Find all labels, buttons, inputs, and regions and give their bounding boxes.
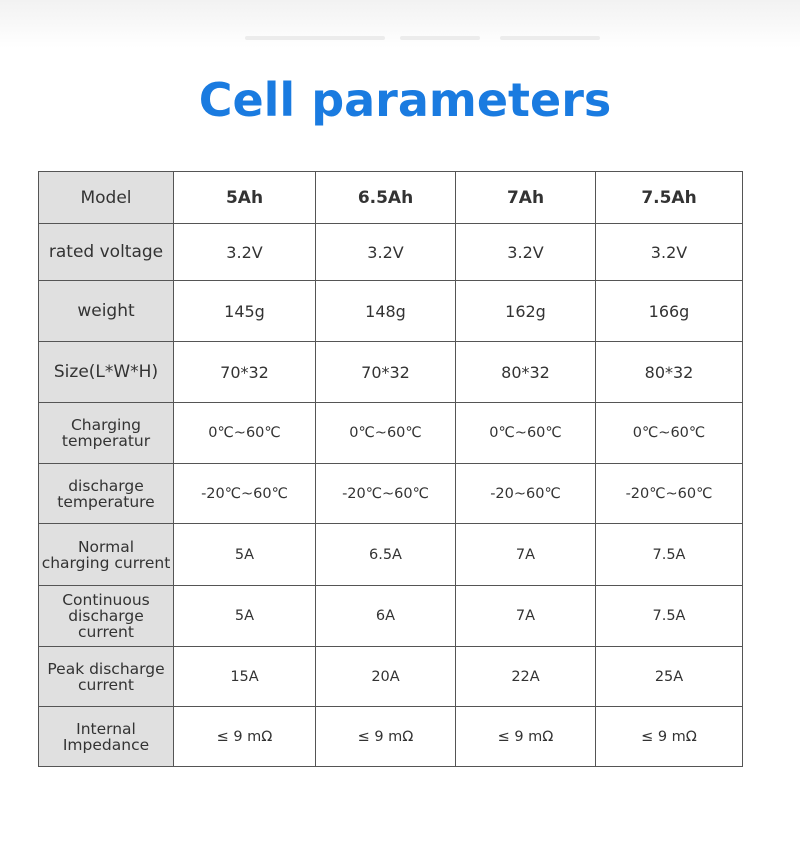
table-cell: 0℃~60℃: [455, 402, 596, 464]
table-row: Charging temperatur 0℃~60℃ 0℃~60℃ 0℃~60℃…: [38, 402, 743, 464]
table-cell: 7.5A: [595, 523, 743, 586]
table-cell: 145g: [173, 280, 316, 342]
table-row: weight 145g 148g 162g 166g: [38, 280, 743, 342]
table-cell: 7A: [455, 585, 596, 647]
top-decor-line: [400, 36, 480, 40]
table-cell: -20~60℃: [455, 463, 596, 524]
row-label-line: temperatur: [61, 432, 151, 450]
row-label-line: charging current: [41, 553, 171, 572]
table-cell: -20℃~60℃: [315, 463, 456, 524]
page-title: Cell parameters: [198, 73, 612, 127]
column-header: 5Ah: [173, 171, 316, 224]
row-label-line: Internal: [76, 719, 136, 738]
row-label: Model: [38, 171, 174, 224]
table-cell: ≤ 9 mΩ: [455, 706, 596, 767]
table-cell: 166g: [595, 280, 743, 342]
table-cell: 80*32: [595, 341, 743, 403]
table-cell: 3.2V: [173, 223, 316, 281]
table-row: Normal charging current 5A 6.5A 7A 7.5A: [38, 523, 743, 586]
row-label-line: Charging: [70, 416, 142, 434]
table-cell: 7A: [455, 523, 596, 586]
table-cell: 0℃~60℃: [315, 402, 456, 464]
table-cell: -20℃~60℃: [173, 463, 316, 524]
table-row: discharge temperature -20℃~60℃ -20℃~60℃ …: [38, 463, 743, 524]
row-label-line: discharge current: [68, 607, 144, 641]
row-label-line: Normal: [77, 537, 135, 556]
table-header-row: Model 5Ah 6.5Ah 7Ah 7.5Ah: [38, 171, 743, 224]
table-cell: 6A: [315, 585, 456, 647]
top-decor-line: [500, 36, 600, 40]
row-label-line: current: [78, 675, 134, 694]
cell-parameters-table: Model 5Ah 6.5Ah 7Ah 7.5Ah rated voltage …: [38, 171, 743, 767]
row-label-line: Impedance: [62, 735, 150, 754]
table-cell: ≤ 9 mΩ: [173, 706, 316, 767]
table-cell: 0℃~60℃: [173, 402, 316, 464]
row-label: Internal Impedance: [38, 706, 174, 767]
top-decor-line: [245, 36, 385, 40]
table-cell: 20A: [315, 646, 456, 707]
table-row: Size(L*W*H) 70*32 70*32 80*32 80*32: [38, 341, 743, 403]
table-cell: 70*32: [173, 341, 316, 403]
column-header: 7.5Ah: [595, 171, 743, 224]
table-cell: 7.5A: [595, 585, 743, 647]
table-row: Internal Impedance ≤ 9 mΩ ≤ 9 mΩ ≤ 9 mΩ …: [38, 706, 743, 767]
row-label-line: discharge: [68, 476, 144, 495]
table-cell: 6.5A: [315, 523, 456, 586]
table-row: rated voltage 3.2V 3.2V 3.2V 3.2V: [38, 223, 743, 281]
row-label: rated voltage: [38, 223, 174, 281]
table-cell: 80*32: [455, 341, 596, 403]
row-label-line: Continuous: [62, 591, 150, 609]
row-label: weight: [38, 280, 174, 342]
table-cell: 25A: [595, 646, 743, 707]
row-label-line: temperature: [57, 492, 155, 511]
column-header: 7Ah: [455, 171, 596, 224]
table-cell: ≤ 9 mΩ: [595, 706, 743, 767]
table-cell: 3.2V: [315, 223, 456, 281]
table-cell: 5A: [173, 585, 316, 647]
row-label: Normal charging current: [38, 523, 174, 586]
table-cell: 0℃~60℃: [595, 402, 743, 464]
table-cell: 3.2V: [595, 223, 743, 281]
table-cell: 148g: [315, 280, 456, 342]
table-cell: 70*32: [315, 341, 456, 403]
row-label: Charging temperatur: [38, 402, 174, 464]
top-shadow-band: [0, 0, 800, 48]
table-cell: 162g: [455, 280, 596, 342]
row-label: Peak discharge current: [38, 646, 174, 707]
table-cell: 3.2V: [455, 223, 596, 281]
row-label: Continuous discharge current: [38, 585, 174, 647]
column-header: 6.5Ah: [315, 171, 456, 224]
row-label: discharge temperature: [38, 463, 174, 524]
table-cell: 5A: [173, 523, 316, 586]
table-row: Continuous discharge current 5A 6A 7A 7.…: [38, 585, 743, 647]
row-label: Size(L*W*H): [38, 341, 174, 403]
row-label-line: Peak discharge: [47, 659, 165, 678]
table-cell: 22A: [455, 646, 596, 707]
table-cell: 15A: [173, 646, 316, 707]
table-cell: -20℃~60℃: [595, 463, 743, 524]
table-cell: ≤ 9 mΩ: [315, 706, 456, 767]
table-row: Peak discharge current 15A 20A 22A 25A: [38, 646, 743, 707]
